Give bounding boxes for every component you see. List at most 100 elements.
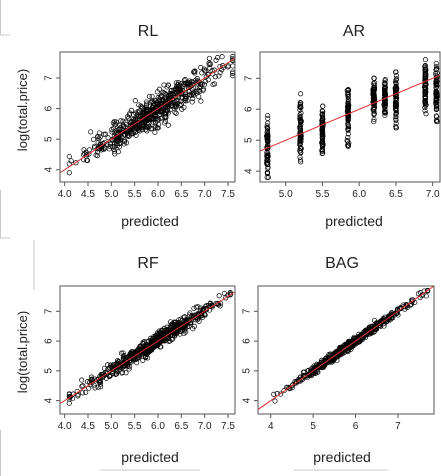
x-tick-label: 4 bbox=[268, 421, 274, 432]
data-point bbox=[113, 371, 119, 377]
data-point bbox=[125, 363, 131, 369]
data-point bbox=[371, 84, 377, 90]
data-point bbox=[265, 157, 271, 164]
data-point bbox=[225, 64, 231, 70]
data-point bbox=[73, 160, 79, 166]
data-point bbox=[154, 332, 160, 338]
data-point bbox=[189, 313, 195, 319]
data-point bbox=[382, 109, 388, 115]
data-point bbox=[382, 78, 388, 84]
data-point bbox=[423, 95, 429, 101]
data-point bbox=[393, 108, 399, 114]
data-point bbox=[198, 98, 204, 104]
panel-title: AR bbox=[343, 23, 365, 40]
x-tick-label: 5.0 bbox=[104, 421, 118, 432]
data-point bbox=[297, 126, 303, 132]
data-point bbox=[422, 69, 428, 75]
data-point bbox=[156, 86, 163, 92]
data-point bbox=[178, 101, 184, 108]
data-point bbox=[422, 105, 428, 111]
data-point bbox=[94, 153, 100, 159]
data-point bbox=[298, 91, 304, 97]
data-point bbox=[319, 148, 325, 154]
data-point bbox=[150, 336, 156, 342]
data-point bbox=[345, 106, 351, 112]
data-point bbox=[140, 105, 146, 111]
x-axis-label: predicted bbox=[121, 213, 179, 229]
data-point bbox=[149, 117, 155, 123]
data-point bbox=[158, 107, 164, 113]
data-point bbox=[356, 331, 362, 337]
y-tick-label: 7 bbox=[44, 308, 55, 314]
data-point bbox=[137, 117, 143, 123]
data-point bbox=[176, 317, 182, 323]
data-point bbox=[433, 60, 439, 67]
data-point bbox=[398, 305, 404, 311]
data-point bbox=[172, 109, 178, 115]
data-point bbox=[371, 111, 377, 117]
data-point bbox=[173, 110, 179, 116]
data-point bbox=[198, 84, 204, 90]
data-point bbox=[370, 87, 376, 93]
data-point bbox=[345, 122, 351, 128]
data-point bbox=[80, 383, 86, 389]
data-point bbox=[144, 128, 150, 134]
data-point bbox=[80, 390, 86, 396]
data-point bbox=[150, 117, 156, 123]
y-tick-label: 6 bbox=[242, 338, 253, 344]
data-point bbox=[423, 81, 429, 87]
data-point bbox=[393, 111, 399, 117]
data-point bbox=[91, 382, 97, 388]
data-point bbox=[221, 290, 227, 296]
data-point bbox=[319, 136, 325, 142]
data-point bbox=[197, 305, 204, 311]
panel-bag: BAG predicted 4 5 6 7 4 5 6 7 bbox=[242, 255, 435, 465]
y-tick-label: 4 bbox=[244, 168, 255, 174]
reference-line bbox=[258, 286, 434, 410]
data-point bbox=[116, 366, 123, 372]
data-point bbox=[345, 134, 351, 140]
plot-frame bbox=[59, 285, 236, 415]
data-point bbox=[124, 114, 130, 120]
data-point bbox=[278, 391, 284, 397]
reference-line bbox=[60, 291, 235, 405]
data-point bbox=[422, 108, 428, 114]
data-point bbox=[345, 103, 351, 109]
data-point bbox=[85, 157, 91, 163]
data-point bbox=[145, 122, 151, 128]
data-point bbox=[298, 118, 304, 124]
data-point bbox=[152, 129, 158, 136]
data-point bbox=[120, 350, 126, 356]
data-point bbox=[200, 306, 206, 312]
data-point bbox=[135, 347, 141, 353]
x-tick-label: 7.5 bbox=[221, 189, 235, 200]
data-point bbox=[128, 107, 135, 113]
data-point bbox=[353, 337, 359, 344]
plot-area bbox=[258, 286, 434, 410]
data-point bbox=[230, 63, 235, 69]
panel-rl: RL log(total.price) predicted 4.0 4.5 5.0 5… bbox=[15, 23, 236, 229]
data-point bbox=[122, 363, 128, 369]
data-point bbox=[147, 107, 153, 113]
data-point bbox=[170, 336, 176, 342]
data-point bbox=[202, 312, 208, 318]
data-point bbox=[95, 384, 101, 390]
data-point bbox=[130, 131, 136, 137]
x-tick-label: 4.5 bbox=[81, 421, 95, 432]
data-point bbox=[393, 114, 399, 120]
data-point bbox=[177, 331, 183, 337]
data-point bbox=[161, 82, 167, 88]
data-point bbox=[189, 87, 195, 93]
data-point bbox=[178, 91, 184, 97]
data-point bbox=[204, 302, 210, 309]
y-tick-label: 5 bbox=[244, 137, 255, 143]
data-point bbox=[141, 110, 147, 116]
data-point bbox=[179, 106, 185, 112]
y-tick-label: 4 bbox=[242, 397, 253, 403]
x-axis-label: predicted bbox=[325, 213, 383, 229]
data-point bbox=[186, 88, 192, 94]
data-point bbox=[271, 391, 277, 397]
data-point bbox=[113, 130, 119, 136]
x-tick-label: 4.5 bbox=[81, 189, 95, 200]
data-point bbox=[149, 93, 155, 99]
